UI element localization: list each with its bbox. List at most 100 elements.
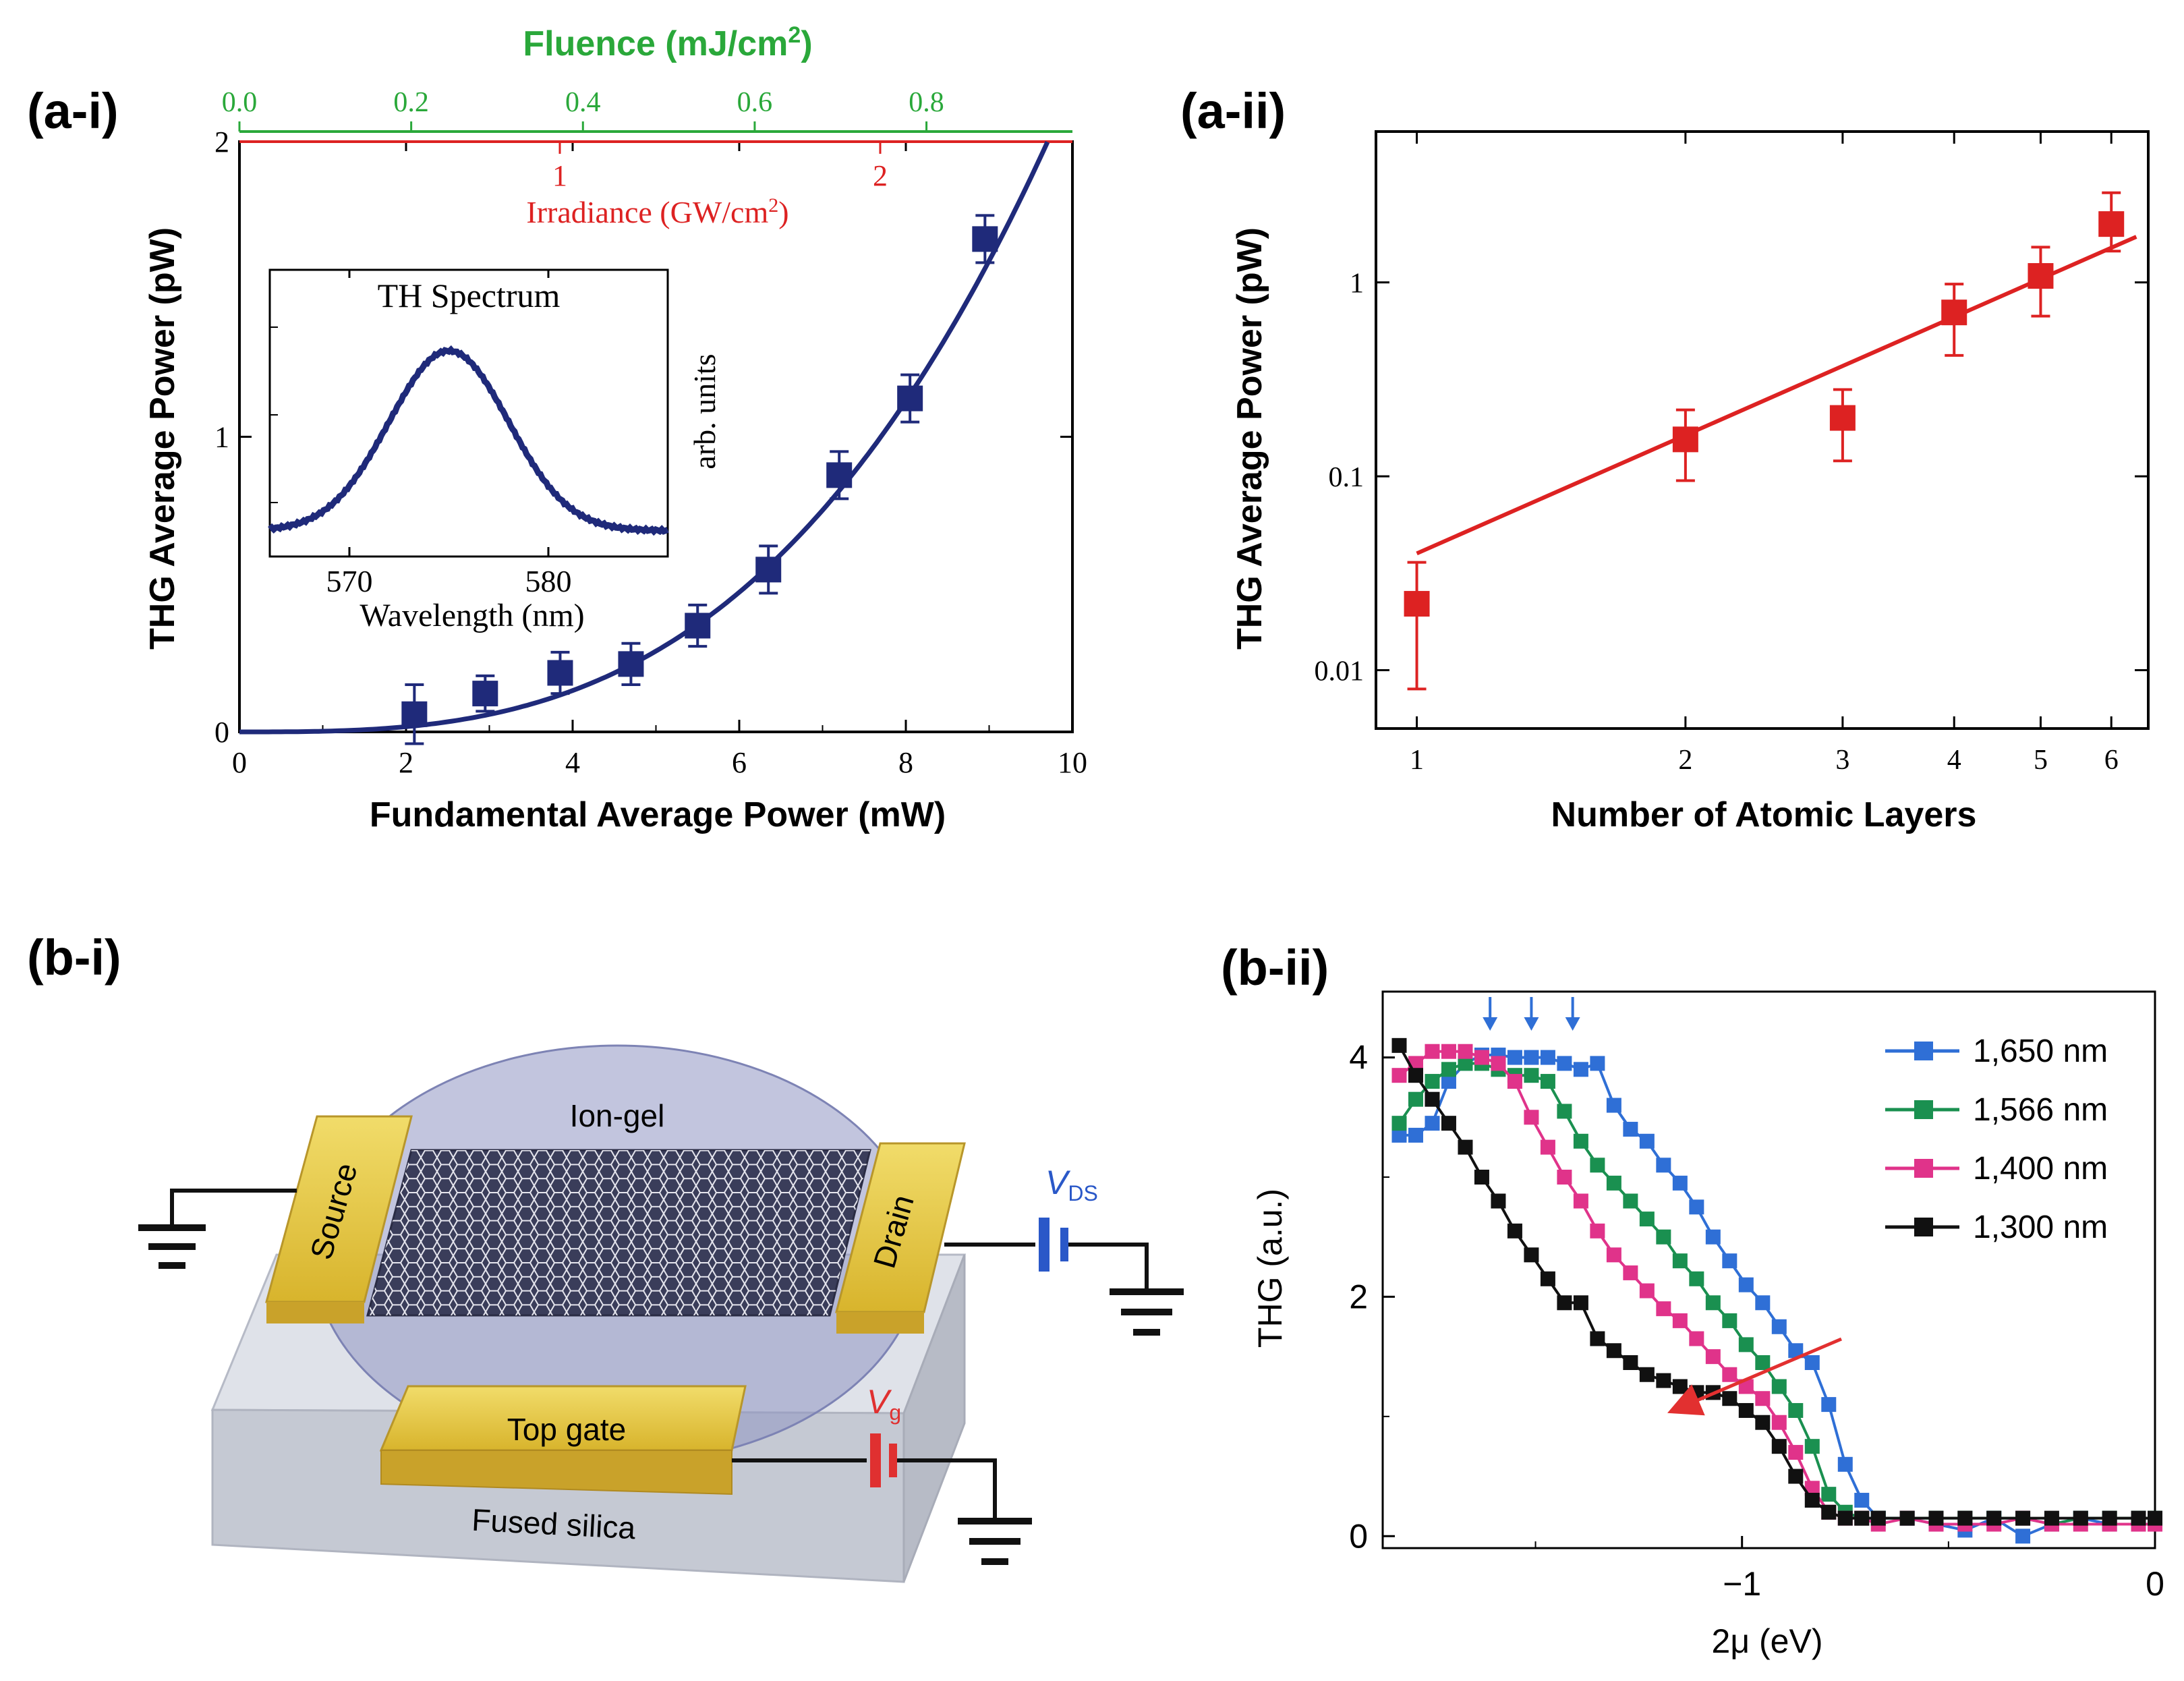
x-tick-label-a-ii: 5 bbox=[2034, 745, 2048, 776]
series-marker bbox=[1986, 1510, 2002, 1526]
x-tick-label-a-i: 6 bbox=[732, 746, 747, 779]
series-marker bbox=[1804, 1493, 1820, 1508]
x-axis-label-a-i: Fundamental Average Power (mW) bbox=[370, 795, 946, 834]
series-marker bbox=[1573, 1062, 1588, 1077]
series-marker bbox=[1573, 1133, 1588, 1149]
fluence-tick-label: 0.4 bbox=[565, 87, 601, 118]
x-tick-label-a-ii: 6 bbox=[2104, 745, 2119, 776]
inset-y-label: arb. units bbox=[687, 353, 722, 469]
series-marker bbox=[1441, 1074, 1456, 1089]
data-point-a-ii bbox=[1672, 426, 1698, 453]
gate-vg-wiring: Vg bbox=[732, 1383, 1032, 1565]
panel-label-b-ii: (b-ii) bbox=[1221, 940, 1329, 996]
series-marker bbox=[1458, 1044, 1473, 1059]
panel-label-b-i: (b-i) bbox=[27, 930, 121, 986]
inset-th-spectrum: 570 580 TH Spectrum arb. units Wavelength… bbox=[268, 268, 722, 633]
series-marker bbox=[1854, 1510, 1870, 1526]
series-marker bbox=[1540, 1074, 1555, 1089]
y-tick-label-b-ii: 2 bbox=[1349, 1278, 1368, 1315]
series-marker bbox=[1771, 1319, 1787, 1334]
series-marker bbox=[1738, 1277, 1754, 1292]
series-marker bbox=[1573, 1295, 1588, 1311]
data-point-a-i bbox=[685, 612, 711, 639]
x-axis-label-a-ii: Number of Atomic Layers bbox=[1551, 795, 1977, 834]
down-arrow-head bbox=[1565, 1017, 1580, 1031]
series-marker bbox=[1425, 1044, 1440, 1059]
inset-x-tick-label: 570 bbox=[326, 564, 373, 598]
series-marker bbox=[1557, 1056, 1572, 1071]
x-tick-label-a-i: 0 bbox=[232, 746, 247, 779]
x-axis-label-b-ii: 2μ (eV) bbox=[1712, 1622, 1823, 1660]
y-tick-label-a-ii: 0.01 bbox=[1315, 656, 1364, 687]
data-point-a-i bbox=[972, 226, 998, 252]
series-marker bbox=[1507, 1074, 1522, 1089]
panel-label-a-i: (a-i) bbox=[27, 83, 119, 139]
series-marker bbox=[1837, 1456, 1853, 1472]
series-marker bbox=[2015, 1510, 2031, 1526]
series-marker bbox=[1557, 1104, 1572, 1119]
data-point-a-i bbox=[755, 557, 782, 583]
fluence-tick-label: 0.0 bbox=[222, 87, 258, 118]
fluence-tick-label: 0.8 bbox=[909, 87, 944, 118]
series-marker bbox=[1408, 1091, 1423, 1107]
series-marker bbox=[1788, 1402, 1804, 1418]
series-marker bbox=[1672, 1313, 1688, 1328]
series-marker bbox=[2102, 1510, 2117, 1526]
inset-spectrum-curve bbox=[268, 345, 669, 536]
x-tick-label-a-ii: 3 bbox=[1835, 745, 1849, 776]
fluence-tick-label: 0.2 bbox=[393, 87, 429, 118]
fluence-tick-label: 0.6 bbox=[737, 87, 773, 118]
series-marker bbox=[1788, 1343, 1804, 1359]
series-marker bbox=[1854, 1493, 1870, 1508]
series-marker bbox=[1656, 1229, 1671, 1245]
series-marker bbox=[1491, 1193, 1506, 1209]
series-marker bbox=[1573, 1193, 1588, 1209]
fit-line-a-ii bbox=[1416, 235, 2137, 556]
series-marker bbox=[1606, 1247, 1621, 1263]
series-marker bbox=[1408, 1068, 1423, 1083]
plot-frame-b-ii bbox=[1381, 990, 2156, 1549]
ion-gel-label: Ion-gel bbox=[570, 1098, 665, 1133]
inset-title: TH Spectrum bbox=[378, 277, 561, 314]
series-marker bbox=[1705, 1229, 1721, 1245]
series-marker bbox=[1639, 1212, 1655, 1227]
legend-marker bbox=[1914, 1100, 1933, 1119]
series-marker bbox=[1788, 1469, 1804, 1484]
series-marker bbox=[2148, 1510, 2162, 1526]
series-marker bbox=[1689, 1199, 1704, 1215]
x-tick-label-a-i: 10 bbox=[1058, 746, 1087, 779]
series-marker bbox=[1672, 1379, 1688, 1394]
series-line bbox=[1398, 1044, 2155, 1520]
data-point-a-ii bbox=[1404, 591, 1430, 617]
series-marker bbox=[1821, 1397, 1837, 1413]
series-marker bbox=[1425, 1091, 1440, 1107]
legend-label: 1,650 nm bbox=[1973, 1033, 2108, 1069]
inset-x-label: Wavelength (nm) bbox=[360, 598, 584, 633]
series-marker bbox=[1623, 1265, 1638, 1280]
data-point-a-i bbox=[618, 651, 644, 677]
series-marker bbox=[1524, 1247, 1539, 1263]
series-marker bbox=[1540, 1271, 1555, 1286]
series-marker bbox=[1957, 1510, 1973, 1526]
y-axis-label-a-i: THG Average Power (pW) bbox=[143, 227, 182, 650]
series-marker bbox=[1623, 1193, 1638, 1209]
series-marker bbox=[1689, 1331, 1704, 1346]
y-tick-label-b-ii: 0 bbox=[1349, 1517, 1368, 1555]
series-marker bbox=[1441, 1044, 1456, 1059]
series-marker bbox=[1672, 1253, 1688, 1269]
series-marker bbox=[1524, 1050, 1539, 1065]
series-marker bbox=[1391, 1116, 1407, 1131]
top-gate-label: Top gate bbox=[507, 1412, 626, 1447]
irradiance-tick-label: 2 bbox=[873, 159, 888, 192]
series-marker bbox=[1804, 1481, 1820, 1496]
legend-marker bbox=[1914, 1218, 1933, 1236]
series-marker bbox=[1590, 1056, 1605, 1071]
data-point-a-ii bbox=[2028, 263, 2054, 289]
series-marker bbox=[1722, 1391, 1737, 1406]
series-marker bbox=[1899, 1510, 1915, 1526]
series-marker bbox=[1656, 1158, 1671, 1173]
series-line bbox=[1398, 1062, 2155, 1526]
series-marker bbox=[1870, 1510, 1886, 1526]
